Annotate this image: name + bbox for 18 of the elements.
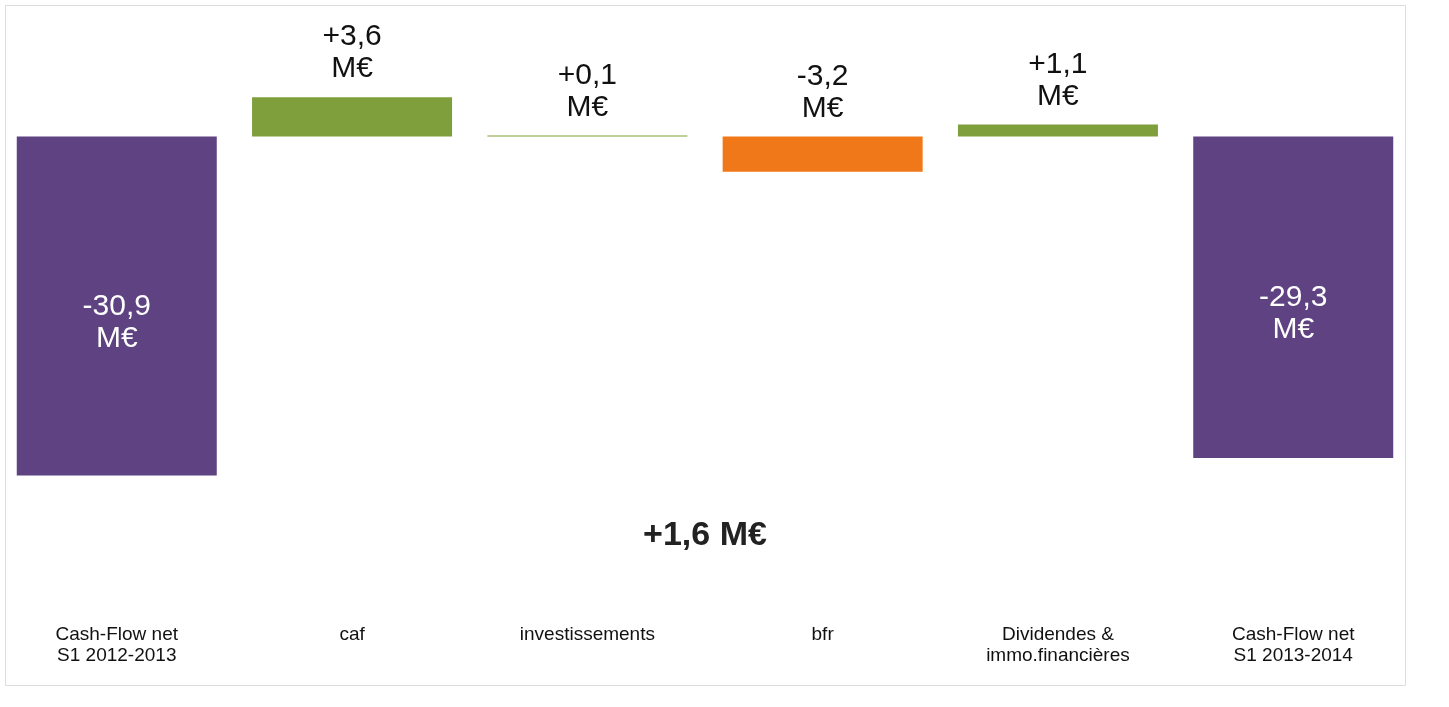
data-label: -3,2 M€ — [796, 57, 849, 123]
data-label: -29,3 M€ — [1259, 279, 1328, 345]
bar — [957, 124, 1158, 137]
bar — [722, 136, 923, 172]
x-tick-label: bfr — [811, 623, 835, 644]
data-label: +1,1 M€ — [1028, 45, 1088, 111]
data-label: -30,9 M€ — [82, 288, 151, 354]
bar — [16, 136, 217, 476]
x-tick-label: Dividendes & immo.financières — [986, 623, 1130, 665]
x-tick-label: investissements — [519, 623, 655, 644]
bar — [252, 97, 453, 137]
data-label: +0,1 M€ — [557, 56, 617, 122]
x-tick-label: Cash-Flow net S1 2012-2013 — [55, 623, 179, 665]
bar — [1193, 136, 1394, 458]
data-label: +3,6 M€ — [322, 18, 382, 84]
x-tick-label: Cash-Flow net S1 2013-2014 — [1231, 623, 1356, 665]
x-tick-label: caf — [339, 623, 366, 644]
annotation: +1,6 M€ — [643, 514, 767, 552]
